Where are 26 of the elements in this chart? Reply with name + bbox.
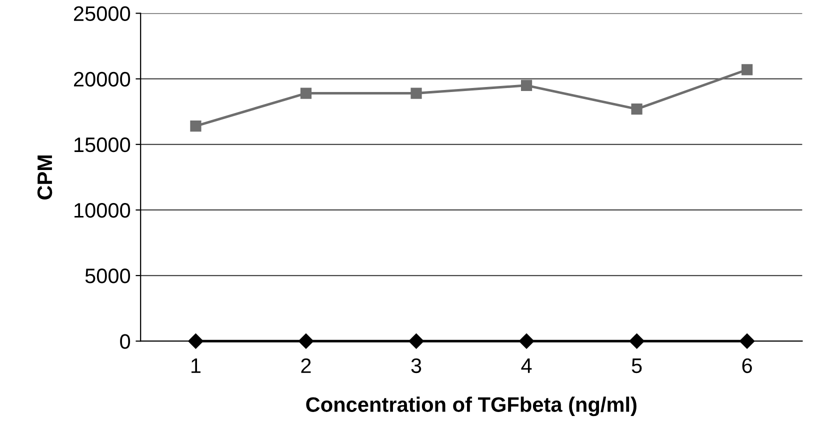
x-tick-label: 5 bbox=[632, 358, 642, 374]
point bbox=[520, 80, 532, 91]
y-tick-label: 20000 bbox=[74, 72, 130, 87]
point bbox=[629, 334, 644, 349]
point bbox=[300, 88, 312, 99]
x-tick-label: 2 bbox=[301, 358, 311, 373]
y-tick-label: 15000 bbox=[74, 137, 130, 152]
x-tick-label: 1 bbox=[192, 358, 200, 373]
point bbox=[188, 334, 204, 349]
point bbox=[298, 334, 314, 349]
x-tick-label: 3 bbox=[411, 358, 422, 374]
y-tick-label: 25000 bbox=[74, 6, 130, 22]
point bbox=[408, 334, 424, 349]
point bbox=[739, 334, 755, 349]
y-tick-label: 10000 bbox=[74, 202, 130, 218]
point bbox=[518, 334, 534, 349]
point bbox=[631, 103, 642, 115]
point bbox=[742, 64, 753, 76]
point bbox=[410, 88, 422, 99]
x-tick-label: 6 bbox=[742, 358, 752, 374]
point bbox=[190, 120, 202, 132]
y-tick-label: 5000 bbox=[85, 268, 130, 284]
x-axis-title: Concentration of TGFbeta (ng/ml) bbox=[306, 396, 636, 416]
x-tick-label: 4 bbox=[521, 358, 532, 373]
y-axis-title: CPM bbox=[37, 155, 52, 200]
y-tick-label: 0 bbox=[120, 334, 130, 349]
